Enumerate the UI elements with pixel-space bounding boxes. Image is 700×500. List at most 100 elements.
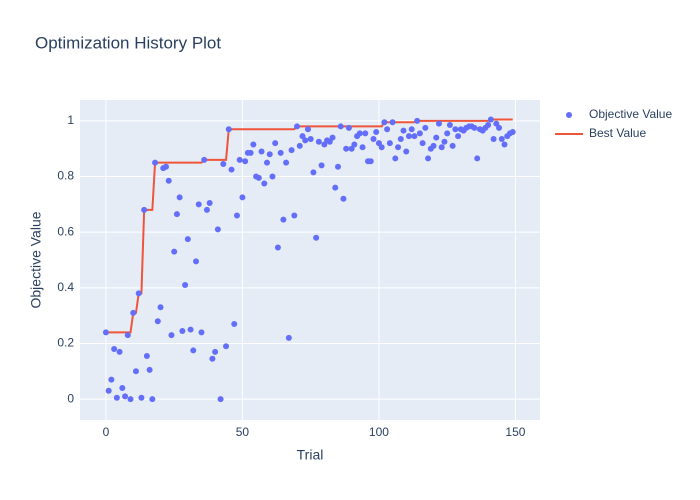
y-tick-label: 0.8 [57, 169, 74, 183]
data-point [116, 348, 123, 355]
data-point [340, 195, 347, 202]
y-tick-label: 0 [67, 391, 74, 405]
data-point [220, 161, 227, 167]
data-point [206, 199, 213, 206]
data-point [132, 368, 139, 375]
x-tick-label: 50 [236, 425, 250, 439]
data-point [329, 134, 336, 141]
data-point [149, 396, 156, 403]
data-point [302, 137, 309, 144]
data-point [274, 244, 281, 251]
data-point [384, 126, 391, 133]
legend-marker [566, 112, 572, 118]
data-point [258, 148, 265, 155]
data-point [291, 212, 298, 219]
data-point [165, 177, 172, 184]
data-point [122, 393, 129, 400]
data-point [266, 151, 273, 158]
data-point [264, 159, 271, 166]
y-axis-title: Objective Value [28, 211, 44, 308]
data-point [105, 387, 112, 394]
data-point [430, 142, 437, 149]
data-point [378, 144, 385, 151]
chart-title: Optimization History Plot [35, 33, 221, 52]
data-point [280, 216, 287, 223]
data-point [419, 140, 426, 147]
data-point [157, 304, 164, 311]
data-point [414, 117, 421, 124]
x-tick-label: 0 [103, 425, 110, 439]
data-point [490, 135, 497, 142]
data-point [455, 133, 462, 140]
data-point [247, 149, 254, 156]
data-point [471, 124, 478, 131]
data-point [187, 326, 194, 333]
data-point [334, 163, 341, 170]
data-point [152, 159, 159, 166]
data-point [233, 212, 240, 219]
data-point [356, 130, 363, 137]
data-point [217, 396, 224, 403]
data-point [250, 141, 257, 148]
data-point [405, 133, 412, 140]
x-tick-label: 150 [505, 425, 525, 439]
data-point [345, 124, 352, 131]
data-point [381, 119, 388, 126]
data-point [277, 149, 284, 156]
data-point [236, 156, 243, 163]
data-point [386, 140, 393, 147]
data-point [168, 332, 175, 339]
data-point [138, 394, 145, 401]
best-value-line [105, 118, 513, 334]
data-point [397, 135, 404, 142]
data-point [154, 318, 161, 325]
data-point [433, 134, 440, 141]
data-point [362, 130, 369, 137]
data-point [141, 206, 148, 213]
data-point [389, 119, 396, 126]
plot-background [80, 100, 540, 420]
data-point [438, 144, 445, 151]
data-point [228, 166, 235, 173]
data-point [446, 122, 453, 129]
data-point [198, 329, 205, 336]
data-point [193, 258, 200, 265]
data-point [242, 158, 249, 165]
data-point [318, 162, 325, 169]
x-axis-title: Trial [297, 447, 324, 463]
data-point [452, 126, 459, 133]
data-point [108, 376, 115, 383]
data-point [173, 211, 180, 218]
data-point [231, 321, 238, 327]
data-point [143, 353, 150, 359]
data-point [367, 158, 374, 165]
data-point [127, 396, 134, 403]
data-point [487, 116, 494, 123]
legend-label: Best Value [589, 126, 646, 140]
data-point [408, 126, 415, 133]
data-point [288, 147, 295, 154]
data-point [171, 248, 178, 255]
data-point [422, 124, 429, 131]
y-tick-label: 1 [67, 113, 74, 127]
data-point [223, 343, 230, 350]
data-point [435, 120, 442, 127]
data-point [124, 332, 131, 339]
data-point [214, 226, 221, 233]
data-point [201, 156, 208, 163]
data-point [425, 155, 432, 162]
data-point [315, 138, 322, 145]
data-point [313, 234, 320, 241]
data-point [449, 142, 456, 149]
data-point [119, 385, 126, 391]
data-point [373, 129, 380, 135]
data-point [485, 122, 492, 129]
data-point [403, 148, 410, 155]
data-point [509, 129, 516, 135]
data-point [416, 130, 423, 137]
data-point [203, 206, 210, 213]
x-tick-label: 100 [369, 425, 389, 439]
data-point [304, 126, 311, 133]
data-point [296, 142, 303, 149]
